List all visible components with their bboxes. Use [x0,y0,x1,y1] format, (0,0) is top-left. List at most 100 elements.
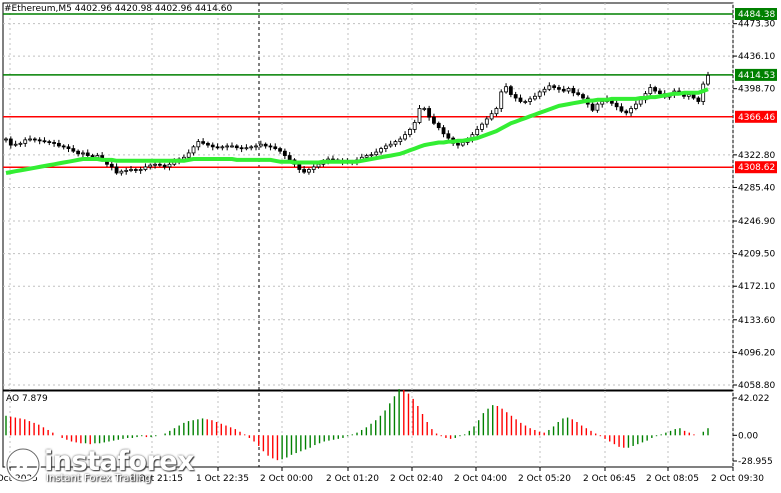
candle-body [8,138,13,146]
candle-body [432,116,436,124]
candle-body [499,91,504,109]
candle-body [398,138,403,143]
time-tick-label: 2 Oct 04:00 [454,474,507,484]
candle-body [393,141,398,145]
main-panel-frame [2,2,734,391]
ao-indicator-label: AO 7.879 [6,394,48,404]
candle-body [61,145,66,148]
candle-body [533,95,537,100]
candle-body [249,146,254,149]
candle-body [552,85,557,88]
candle-body [403,134,407,140]
candle-body [379,148,383,153]
candle-body [162,164,167,168]
level-price-label: 4308.62 [738,163,775,173]
candle-body [369,154,374,157]
candle-body [239,147,244,150]
candle-body [624,110,629,114]
candle-body [653,87,658,92]
candle-body [436,122,441,129]
candle-body [691,94,696,99]
candle-body [32,138,37,141]
candle-body [42,140,47,143]
candle-body [268,145,273,148]
candle-body [85,152,90,156]
candle-body [566,88,571,92]
candle-body [614,102,619,108]
moving-average-layer [5,87,709,175]
candle-body [153,163,157,166]
candle-body [225,145,230,148]
ao-tick-label: 42.022 [738,394,770,404]
candle-body [484,118,489,125]
price-tick-label: 4058.80 [738,381,775,391]
candle-body [658,90,662,95]
level-price-label: 4414.53 [738,71,775,81]
candle-body [167,163,172,168]
candle-body [210,144,215,148]
candle-body [114,166,119,174]
instaforex-logo: instaforex Instant Forex Trading [4,446,195,486]
price-tick-label: 4322.80 [738,151,775,161]
candle-body [475,129,480,136]
candle-body [706,74,710,85]
candle-body [13,143,18,146]
candle-body [71,148,76,152]
moving-average-line [5,87,709,175]
price-tick-label: 4436.10 [738,52,775,62]
candle-body [133,169,138,171]
candle-body [508,86,513,95]
candle-body [383,145,388,149]
candle-body [244,147,249,150]
candle-body [528,98,532,102]
price-tick-label: 4209.50 [738,250,775,260]
candle-body [273,146,278,149]
candle-body [590,103,595,111]
candle-body [220,146,225,149]
candle-body [302,169,307,173]
candle-body [489,113,494,120]
candle-body [518,97,523,102]
candle-body [157,163,162,166]
time-tick-label: 2 Oct 00:00 [260,474,313,484]
candle-body [364,155,369,158]
candle-body [504,86,508,93]
candle-body [537,91,542,97]
candle-body [311,166,316,170]
candle-body [557,87,561,90]
candle-body [129,169,133,171]
candle-body [287,155,292,161]
candle-body [542,88,547,93]
candle-body [446,133,451,139]
price-tick-label: 4096.20 [738,348,775,358]
candle-body [254,145,258,148]
instaforex-logo-icon [5,447,41,483]
candle-body [282,150,287,156]
time-tick-label: 2 Oct 01:20 [326,474,379,484]
candle-body [196,141,201,148]
candle-body [576,92,581,95]
price-tick-label: 4246.90 [738,217,775,227]
candle-body [494,108,499,115]
time-tick-label: 1 Oct 22:35 [196,474,249,484]
candle-body [441,127,446,135]
candle-body [374,151,379,156]
candle-body [460,142,465,146]
level-price-label: 4484.38 [738,10,775,20]
time-tick-label: 1 Oct 21:15 [130,474,183,484]
candle-body [407,129,412,136]
candle-body [648,87,653,95]
candle-body [119,170,124,174]
level-lines-layer: 4484.38 4414.53 4366.46 4308.62 [3,8,777,174]
candle-body [76,150,81,155]
logo-tagline: Instant Forex Trading [46,473,152,484]
candle-body [417,108,422,123]
candle-body [297,163,302,170]
level-price-tag [735,68,777,81]
candle-body [148,164,153,168]
level-price-tag [735,8,777,20]
time-tick-label: 2 Oct 05:20 [518,474,571,484]
candle-body [600,101,605,105]
